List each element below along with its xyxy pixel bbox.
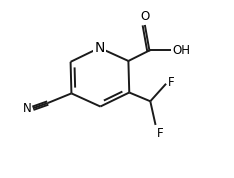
Text: N: N: [23, 102, 32, 115]
Text: O: O: [140, 10, 150, 23]
Text: N: N: [94, 41, 105, 55]
Text: F: F: [157, 127, 164, 140]
Text: OH: OH: [172, 44, 190, 57]
Text: F: F: [168, 76, 174, 89]
